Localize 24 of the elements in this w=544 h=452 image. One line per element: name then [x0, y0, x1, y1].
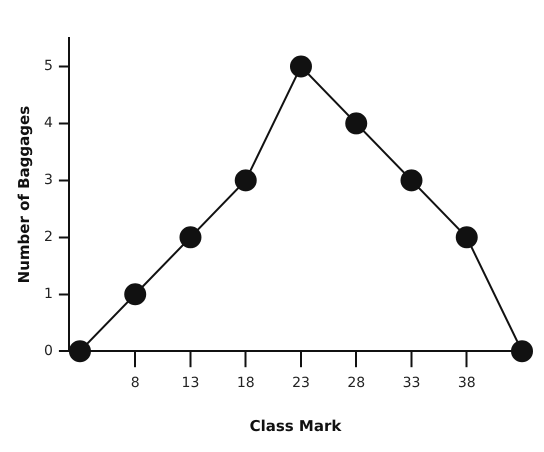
point [234, 169, 257, 192]
point [345, 112, 368, 134]
y-tick-label: 1 [44, 286, 53, 302]
x-tick-label: 33 [402, 375, 420, 392]
point [68, 340, 91, 362]
x-tick-label: 13 [182, 375, 200, 392]
x-axis-title: Class Mark [250, 416, 342, 435]
y-tick-label: 3 [44, 172, 53, 188]
x-tick-label: 38 [458, 375, 476, 392]
point [179, 226, 202, 248]
x-tick-label: 28 [347, 375, 366, 392]
y-tick-label: 0 [44, 342, 53, 359]
x-tick-label: 8 [130, 375, 140, 392]
point [290, 55, 312, 78]
point [511, 340, 533, 362]
x-tick-label: 18 [236, 375, 255, 392]
y-axis-title: Number of Baggages [14, 106, 33, 284]
point [400, 169, 422, 192]
y-tick-label: 4 [44, 115, 53, 132]
x-tick-label: 23 [292, 375, 310, 392]
y-tick-label: 5 [44, 58, 53, 74]
point [124, 283, 146, 306]
y-tick-label: 2 [44, 228, 53, 245]
point [456, 226, 478, 248]
